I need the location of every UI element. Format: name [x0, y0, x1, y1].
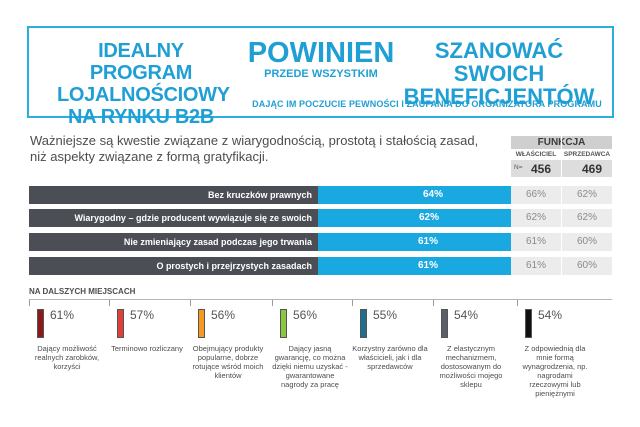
further-value-label: 56%	[293, 308, 318, 322]
table-divider	[561, 136, 562, 274]
header-subtitle: DAJĄC IM POCZUCIE PEWNOŚCI I ZAUFANIA DO…	[252, 99, 602, 109]
owner-percent-cell: 61%	[511, 257, 561, 275]
further-category-label: Dający możliwość realnych zarobków, korz…	[34, 344, 100, 371]
bar-value-label: 64%	[422, 189, 443, 200]
further-value-label: 57%	[130, 308, 155, 322]
further-value-label: 61%	[50, 308, 75, 322]
further-tick	[29, 300, 30, 306]
header-right-line: BENEFICJENTÓW	[403, 84, 595, 109]
bar	[318, 209, 521, 227]
seller-percent-cell: 62%	[562, 209, 612, 227]
column-header-owner: WŁAŚCICIEL	[515, 151, 557, 158]
bar-category-label: Wiarygodny – gdzie producent wywiązuje s…	[29, 209, 318, 241]
seller-percent-cell: 60%	[562, 233, 612, 251]
header-left-title: IDEALNY PROGRAM LOJALNOŚCIOWY NA RYNKU B…	[57, 40, 230, 128]
further-bar	[441, 309, 448, 338]
further-value-label: 54%	[454, 308, 479, 322]
header-middle-big: POWINIEN	[247, 37, 395, 69]
bar	[318, 186, 528, 204]
header-box: IDEALNY PROGRAM LOJALNOŚCIOWY NA RYNKU B…	[27, 26, 614, 128]
bar-value-label: 61%	[417, 260, 438, 271]
intro-text: Ważniejsze są kwestie związane z wiarygo…	[30, 133, 500, 165]
intro-line: niż aspekty związane z formą gratyfikacj…	[30, 149, 269, 164]
seller-percent-cell: 62%	[562, 186, 612, 204]
further-value-label: 56%	[211, 308, 236, 322]
further-bar	[198, 309, 205, 338]
further-bar	[360, 309, 367, 338]
further-category-label: Dający jasną gwarancję, co można dzięki …	[272, 344, 348, 389]
further-title: NA DALSZYCH MIEJSCACH	[29, 287, 136, 296]
further-bar	[37, 309, 44, 338]
header-left-line: LOJALNOŚCIOWY	[57, 84, 230, 106]
further-bar	[525, 309, 532, 338]
further-value-label: 54%	[538, 308, 563, 322]
bar-category-label: O prostych i przejrzystych zasadach	[29, 257, 318, 275]
sample-size-seller: 469	[581, 162, 603, 176]
further-bar	[280, 309, 287, 338]
further-tick	[190, 300, 191, 306]
further-rule	[29, 299, 612, 300]
further-tick	[272, 300, 273, 306]
column-header-seller: SPRZEDAWCA	[563, 151, 611, 158]
owner-percent-cell: 61%	[511, 233, 561, 251]
further-tick	[517, 300, 518, 306]
bar-category-label: Bez kruczków prawnych	[29, 186, 318, 204]
further-value-label: 55%	[373, 308, 398, 322]
header-left-line: NA RYNKU B2B	[67, 106, 215, 128]
further-tick	[109, 300, 110, 306]
further-category-label: Korzystny zarówno dla właścicieli, jak i…	[352, 344, 428, 371]
seller-percent-cell: 60%	[562, 257, 612, 275]
header-middle-small: PRZEDE WSZYSTKIM	[264, 68, 378, 80]
header-right-line: SZANOWAĆ SWOICH	[434, 38, 564, 86]
further-category-label: Obejmujący produkty popularne, dobrze ro…	[192, 344, 264, 380]
owner-percent-cell: 62%	[511, 209, 561, 227]
further-category-label: Terminowo rozliczany	[111, 344, 183, 353]
sample-size-label: N=	[514, 164, 523, 171]
bar	[318, 233, 518, 251]
intro-line: Ważniejsze są kwestie związane z wiarygo…	[30, 133, 479, 148]
further-bar	[117, 309, 124, 338]
bar-category-label: Nie zmieniający zasad podczas jego trwan…	[29, 233, 318, 251]
header-right-title: SZANOWAĆ SWOICH BENEFICJENTÓW	[399, 39, 599, 108]
bar	[318, 257, 518, 275]
further-tick	[352, 300, 353, 306]
further-category-label: Z odpowiednią dla mnie formą wynagrodzen…	[522, 344, 588, 398]
sample-size-owner: 456	[530, 162, 552, 176]
header-left-line: IDEALNY PROGRAM	[89, 40, 193, 84]
bar-value-label: 61%	[417, 236, 438, 247]
owner-percent-cell: 66%	[511, 186, 561, 204]
bar-value-label: 62%	[418, 212, 439, 223]
further-category-label: Z elastycznym mechanizmem, dostosowanym …	[439, 344, 503, 389]
further-tick	[433, 300, 434, 306]
